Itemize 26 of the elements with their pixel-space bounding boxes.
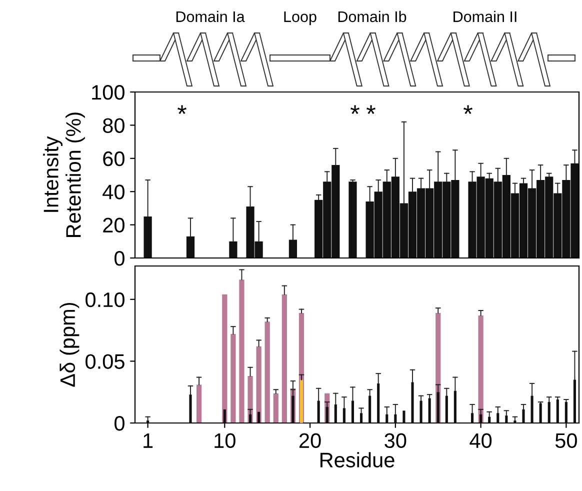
x-tick-label: 1 — [144, 433, 153, 448]
y-tick-label: 20 — [103, 218, 124, 233]
y-tick-label: 60 — [103, 151, 124, 166]
x-tick-label: 50 — [555, 433, 577, 448]
x-tick-label: 30 — [384, 433, 406, 448]
annotation: * — [464, 105, 472, 114]
y-tick-label: 0.05 — [86, 354, 124, 369]
annotation: * — [366, 105, 376, 114]
text: Domain Ib — [338, 10, 406, 22]
text: Domain Ia — [176, 10, 245, 22]
text: Domain II — [454, 10, 516, 22]
y-tick-label: 80 — [103, 118, 124, 133]
x-axis-title: Residue — [320, 452, 394, 468]
x-tick-label: 10 — [214, 433, 236, 448]
y-tick-label: 40 — [102, 184, 124, 200]
text: Loop — [284, 11, 316, 26]
y-tick-label: 0.10 — [86, 292, 124, 308]
annotation: * — [350, 105, 360, 114]
y-tick-label: 0 — [114, 416, 124, 431]
x-tick-label: 20 — [300, 433, 321, 448]
annotation: * — [178, 105, 186, 114]
y-axis-title: Δδ (ppm) — [60, 302, 80, 387]
y-tick-label: 100 — [92, 85, 124, 100]
y-axis-title: Intensity Retention (%) — [43, 112, 85, 237]
x-tick-label: 40 — [470, 433, 492, 448]
y-tick-label: 0 — [114, 251, 124, 266]
